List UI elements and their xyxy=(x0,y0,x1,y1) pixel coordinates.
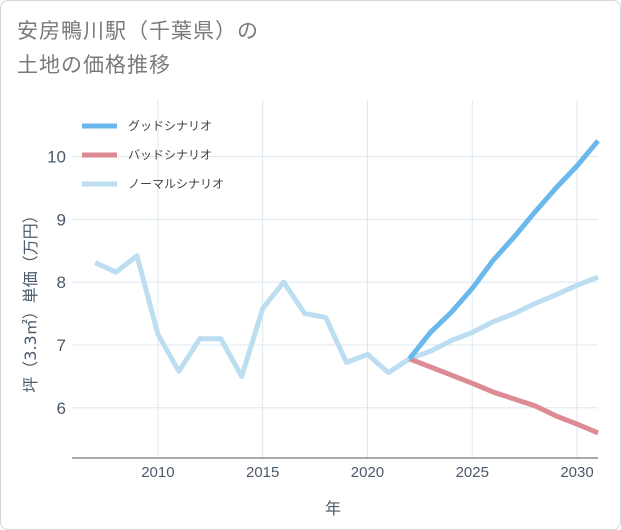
tick-labels: 2010 2015 2020 2025 2030 6 7 8 9 10 xyxy=(47,148,594,481)
legend-label-normal: ノーマルシナリオ xyxy=(128,177,224,191)
y-tick-label: 9 xyxy=(57,210,66,229)
x-axis-label: 年 xyxy=(325,499,341,518)
series-line-good xyxy=(407,139,600,361)
y-tick-label: 8 xyxy=(57,273,66,292)
y-tick-label: 10 xyxy=(47,148,66,167)
series-line-normal xyxy=(94,253,599,379)
page-title: 安房鴨川駅（千葉県）の 土地の価格推移 xyxy=(17,14,259,82)
legend-label-bad: バッドシナリオ xyxy=(128,148,212,162)
title-line-1: 安房鴨川駅（千葉県）の xyxy=(17,19,259,43)
series-line-bad xyxy=(408,356,599,436)
y-axis-label: 坪（3.3㎡）単価（万円） xyxy=(21,207,40,392)
legend-label-good: グッドシナリオ xyxy=(128,119,212,133)
grid-lines xyxy=(72,100,598,458)
title-line-2: 土地の価格推移 xyxy=(17,53,171,77)
x-tick-label: 2025 xyxy=(456,464,489,481)
series-lines xyxy=(94,139,600,436)
x-tick-label: 2030 xyxy=(560,464,593,481)
x-tick-label: 2020 xyxy=(351,464,384,481)
x-tick-label: 2010 xyxy=(141,464,174,481)
x-tick-label: 2015 xyxy=(246,464,279,481)
y-tick-label: 6 xyxy=(57,399,66,418)
y-tick-label: 7 xyxy=(57,336,66,355)
